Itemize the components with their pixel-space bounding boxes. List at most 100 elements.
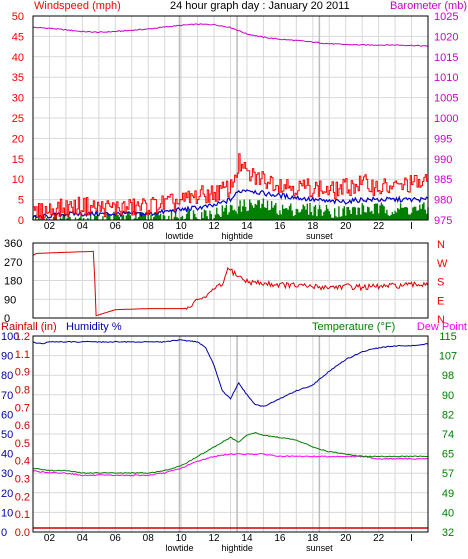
hour-tick-label: 02 bbox=[44, 533, 56, 544]
humidity-plot-frame bbox=[32, 335, 429, 533]
rainfall-tick-label: 0.7 bbox=[15, 402, 30, 414]
direction-tick-label: 0 bbox=[4, 313, 10, 325]
hour-tick-label: 04 bbox=[77, 221, 89, 232]
windspeed-tick-label: 25 bbox=[12, 113, 24, 125]
rainfall-tick-label: 0.4 bbox=[15, 456, 30, 468]
wind-barometer-chart: Windspeed (mph) 24 hour graph day : Janu… bbox=[12, 0, 467, 241]
compass-label: W bbox=[437, 258, 448, 270]
humidity-tick-label: 0 bbox=[1, 527, 7, 539]
compass-label: E bbox=[437, 295, 444, 307]
direction-tick-label: 360 bbox=[4, 238, 22, 250]
windspeed-tick-label: 20 bbox=[12, 133, 24, 145]
rainfall-tick-label: 1.1 bbox=[15, 349, 30, 361]
hour-tick-label: 16 bbox=[274, 221, 286, 232]
hour-tick-label: 14 bbox=[241, 533, 253, 544]
barometer-tick-label: 1015 bbox=[434, 52, 458, 64]
windspeed-tick-label: 15 bbox=[12, 154, 24, 166]
hour-tick-label: 18 bbox=[307, 221, 319, 232]
compass-label: S bbox=[437, 277, 444, 289]
wind-plot-frame bbox=[32, 15, 429, 221]
hour-tick-label: 10 bbox=[176, 533, 188, 544]
barometer-tick-label: 1005 bbox=[434, 93, 458, 105]
windspeed-axis-label: Windspeed (mph) bbox=[34, 0, 121, 12]
rainfall-axis-label: Rainfall (in) bbox=[1, 321, 57, 333]
barometer-tick-label: 1025 bbox=[434, 11, 458, 23]
barometer-tick-label: 980 bbox=[434, 195, 452, 207]
humidity-axis-label: Humidity % bbox=[66, 321, 122, 333]
rain-humidity-temp-chart: Rainfall (in) Humidity % Temperature (°F… bbox=[1, 321, 467, 553]
hour-tick-label: I bbox=[410, 533, 413, 544]
compass-label: N bbox=[437, 314, 445, 326]
humidity-series-line bbox=[32, 339, 429, 407]
chart-title: 24 hour graph day : January 20 2011 bbox=[170, 0, 350, 12]
wind-direction-series-line bbox=[32, 250, 429, 317]
temperature-tick-label: 57 bbox=[442, 468, 454, 480]
rainfall-tick-label: 0.9 bbox=[15, 367, 30, 379]
hour-tick-label: 18 bbox=[307, 533, 319, 544]
windspeed-tick-label: 35 bbox=[12, 72, 24, 84]
windspeed-tick-label: 30 bbox=[12, 93, 24, 105]
direction-plot-frame bbox=[32, 242, 429, 319]
barometer-tick-label: 1020 bbox=[434, 31, 458, 43]
dewpoint-series-line bbox=[32, 453, 429, 477]
temperature-tick-label: 49 bbox=[442, 488, 454, 500]
temperature-tick-label: 74 bbox=[442, 429, 454, 441]
windspeed-tick-label: 50 bbox=[12, 11, 24, 23]
humidity-tick-label: 50 bbox=[1, 429, 13, 441]
hour-tick-label: 12 bbox=[208, 221, 220, 232]
humidity-tick-label: 100 bbox=[1, 331, 19, 343]
hour-tick-label: 10 bbox=[176, 221, 188, 232]
humidity-tick-label: 60 bbox=[1, 409, 13, 421]
humidity-tick-label: 30 bbox=[1, 468, 13, 480]
temperature-tick-label: 90 bbox=[442, 390, 454, 402]
temperature-axis-label: Temperature (°F) bbox=[312, 321, 395, 333]
rainfall-tick-label: 0.2 bbox=[15, 491, 30, 503]
event-label-lowtide: lowtide bbox=[165, 543, 193, 553]
hour-tick-label: 04 bbox=[77, 533, 89, 544]
rainfall-tick-label: 0.3 bbox=[15, 474, 30, 486]
direction-tick-label: 270 bbox=[4, 257, 22, 269]
humidity-tick-label: 40 bbox=[1, 449, 13, 461]
event-label-sunset: sunset bbox=[306, 543, 333, 553]
hour-tick-label: 14 bbox=[241, 221, 253, 232]
temperature-tick-label: 40 bbox=[442, 507, 454, 519]
hour-tick-label: 08 bbox=[143, 533, 155, 544]
hour-tick-label: 02 bbox=[44, 221, 56, 232]
barometer-tick-label: 1010 bbox=[434, 72, 458, 84]
temperature-tick-label: 115 bbox=[439, 331, 457, 343]
barometer-series-line bbox=[32, 23, 429, 47]
windspeed-tick-label: 45 bbox=[12, 31, 24, 43]
temperature-tick-label: 32 bbox=[442, 527, 454, 539]
humidity-tick-label: 80 bbox=[1, 370, 13, 382]
windspeed-tick-label: 0 bbox=[18, 215, 24, 227]
event-label-lowtide: lowtide bbox=[165, 231, 193, 241]
hour-tick-label: 22 bbox=[373, 533, 385, 544]
rainfall-tick-label: 0.1 bbox=[15, 509, 30, 521]
event-label-hightide: hightide bbox=[221, 231, 253, 241]
humidity-tick-label: 10 bbox=[1, 507, 13, 519]
barometer-axis-label: Barometer (mb) bbox=[390, 0, 467, 12]
humidity-tick-label: 90 bbox=[1, 351, 13, 363]
gust-series-line bbox=[33, 153, 429, 221]
temperature-tick-label: 65 bbox=[442, 449, 454, 461]
barometer-tick-label: 995 bbox=[434, 133, 452, 145]
temperature-series-line bbox=[32, 432, 429, 474]
rainfall-tick-label: 0.0 bbox=[15, 527, 30, 539]
humidity-tick-label: 70 bbox=[1, 390, 13, 402]
temperature-tick-label: 98 bbox=[442, 370, 454, 382]
average-wind-series-line bbox=[32, 189, 429, 221]
humidity-tick-label: 20 bbox=[1, 488, 13, 500]
windspeed-tick-label: 5 bbox=[18, 195, 24, 207]
hour-tick-label: 22 bbox=[373, 221, 385, 232]
hour-tick-label: 20 bbox=[340, 221, 352, 232]
rainfall-tick-label: 0.8 bbox=[15, 384, 30, 396]
direction-tick-label: 90 bbox=[4, 294, 16, 306]
barometer-tick-label: 975 bbox=[434, 215, 452, 227]
compass-label: N bbox=[437, 239, 445, 251]
windspeed-tick-label: 40 bbox=[12, 52, 24, 64]
barometer-tick-label: 985 bbox=[434, 174, 452, 186]
barometer-tick-label: 1000 bbox=[434, 113, 458, 125]
barometer-tick-label: 990 bbox=[434, 154, 452, 166]
